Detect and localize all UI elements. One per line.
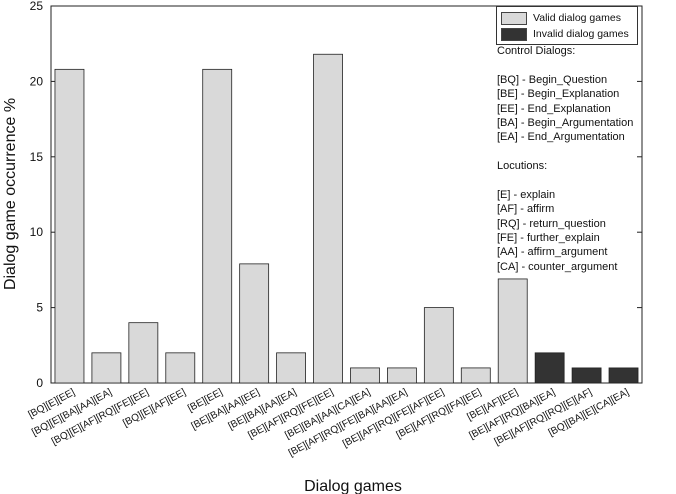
y-tick-label: 0 bbox=[36, 376, 43, 390]
bar bbox=[534, 352, 565, 384]
y-tick-label: 20 bbox=[30, 74, 44, 88]
x-tick-label: [BQ][E][AF][EE] bbox=[121, 387, 188, 429]
bar bbox=[239, 263, 270, 384]
bar bbox=[350, 367, 380, 384]
control-item: [BE] - Begin_Explanation bbox=[497, 88, 620, 101]
x-tick-labels: [BQ][E][EE][BQ][E][BA][AA][EA][BQ][E][AF… bbox=[27, 387, 632, 459]
bar bbox=[202, 68, 233, 384]
bar bbox=[571, 367, 602, 384]
y-tick-label: 25 bbox=[30, 0, 44, 13]
locution-item: [CA] - counter_argument bbox=[497, 260, 618, 273]
y-axis-label: Dialog game occurrence % bbox=[2, 98, 19, 290]
bar bbox=[460, 367, 491, 384]
y-tick-label: 5 bbox=[36, 301, 43, 315]
plot-frame bbox=[50, 5, 643, 384]
legend-item-invalid: Invalid dialog games bbox=[501, 27, 629, 41]
y-tick-label: 10 bbox=[30, 225, 44, 239]
bar bbox=[497, 278, 528, 384]
bar bbox=[276, 352, 306, 384]
bars bbox=[54, 53, 639, 384]
bar bbox=[54, 68, 85, 384]
y-tick-label: 15 bbox=[30, 150, 44, 164]
bar bbox=[608, 367, 639, 384]
control-item: [EA] - End_Argumentation bbox=[497, 131, 625, 144]
locution-item: [FE] - further_explain bbox=[497, 232, 600, 245]
locution-item: [AF] - affirm bbox=[497, 203, 555, 216]
control-item: [BQ] - Begin_Question bbox=[497, 73, 608, 86]
abbreviation-notes: Control Dialogs: [BQ] - Begin_Question [… bbox=[497, 44, 633, 274]
legend: Valid dialog games Invalid dialog games bbox=[496, 6, 638, 45]
bar bbox=[165, 352, 196, 384]
bar bbox=[387, 367, 417, 384]
legend-label-valid: Valid dialog games bbox=[533, 12, 621, 24]
y-tick-labels: 0 5 10 15 20 25 bbox=[30, 0, 44, 390]
legend-item-valid: Valid dialog games bbox=[501, 11, 621, 25]
bar bbox=[423, 307, 454, 384]
legend-swatch-invalid bbox=[501, 27, 527, 41]
legend-label-invalid: Invalid dialog games bbox=[533, 28, 629, 40]
control-item: [EE] - End_Explanation bbox=[497, 102, 611, 115]
x-axis-label: Dialog games bbox=[304, 478, 402, 494]
locution-item: [RQ] - return_question bbox=[497, 217, 606, 230]
locutions-title: Locutions: bbox=[497, 160, 548, 173]
control-dialogs-title: Control Dialogs: bbox=[497, 45, 576, 57]
locution-item: [AA] - affirm_argument bbox=[497, 246, 608, 259]
bar bbox=[313, 53, 343, 384]
bar bbox=[128, 322, 159, 384]
legend-swatch-valid bbox=[501, 11, 527, 25]
bar bbox=[91, 352, 122, 384]
locution-item: [E] - explain bbox=[497, 188, 556, 201]
control-item: [BA] - Begin_Argumentation bbox=[497, 116, 634, 129]
